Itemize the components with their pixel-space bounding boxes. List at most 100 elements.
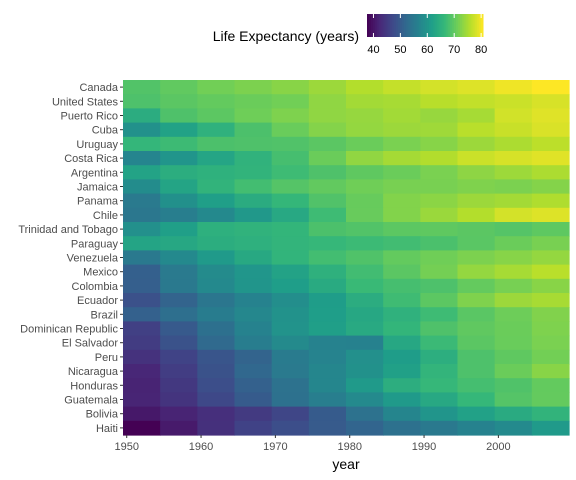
heatmap-cell — [420, 193, 459, 209]
heatmap-cell — [346, 165, 384, 180]
legend-color-step — [390, 14, 393, 37]
heatmap-cell — [160, 349, 198, 365]
heatmap-cell — [234, 136, 273, 152]
heatmap-cell — [383, 420, 421, 436]
heatmap-cell — [160, 406, 198, 422]
heatmap-cell — [457, 392, 496, 408]
y-tick-label: Bolivia — [86, 409, 119, 421]
heatmap-cell — [234, 278, 273, 294]
heatmap-cell — [531, 250, 570, 266]
heatmap-cell — [271, 278, 310, 294]
legend-color-step — [444, 14, 447, 37]
heatmap-cell — [123, 321, 161, 337]
heatmap-cell — [234, 392, 273, 408]
heatmap-cell — [308, 378, 347, 393]
heatmap-cell — [197, 108, 236, 124]
legend-color-step — [413, 14, 416, 37]
heatmap-cell — [197, 378, 236, 393]
heatmap-cell — [457, 406, 496, 422]
heatmap-cell — [123, 378, 161, 393]
heatmap-cell — [457, 278, 496, 294]
legend-color-step — [434, 14, 438, 37]
heatmap-cell — [457, 207, 496, 223]
heatmap-cell — [160, 293, 198, 308]
heatmap-cell — [197, 222, 236, 237]
heatmap-cell — [531, 193, 570, 209]
legend-color-step — [438, 14, 441, 37]
heatmap-cell — [346, 378, 384, 393]
legend-color-step — [396, 14, 399, 37]
heatmap-cell — [531, 165, 570, 180]
heatmap-cell — [308, 193, 347, 209]
legend-color-step — [403, 14, 407, 37]
heatmap-cell — [346, 94, 384, 109]
heatmap-cell — [160, 392, 198, 408]
legend-color-step — [392, 14, 395, 37]
heatmap-cell — [457, 179, 496, 195]
legend-color-step — [382, 14, 385, 37]
legend-color-step — [442, 14, 445, 37]
heatmap-cell — [494, 151, 533, 166]
legend-color-step — [426, 14, 430, 37]
heatmap-cell — [383, 406, 421, 422]
heatmap-cell — [308, 392, 347, 408]
heatmap-cell — [160, 80, 198, 95]
heatmap-cell — [531, 264, 570, 280]
heatmap-cell — [234, 420, 273, 436]
heatmap-cell — [531, 321, 570, 337]
heatmap-cell — [383, 378, 421, 393]
heatmap-cell — [420, 364, 459, 379]
heatmap-cell — [308, 364, 347, 379]
y-tick-label: Paraguay — [71, 238, 119, 250]
legend-color-step — [452, 14, 455, 37]
heatmap-cell — [234, 94, 273, 109]
heatmap-cell — [197, 307, 236, 322]
heatmap-cell — [531, 293, 570, 308]
heatmap-cell — [271, 207, 310, 223]
heatmap-cell — [308, 108, 347, 124]
legend-color-step — [471, 14, 474, 37]
heatmap-cell — [160, 108, 198, 124]
heatmap-cell — [123, 151, 161, 166]
y-tick-label: Argentina — [71, 167, 119, 179]
legend-color-step — [421, 14, 424, 37]
heatmap-cell — [494, 335, 533, 351]
legend-color-step — [440, 14, 443, 37]
heatmap-cell — [383, 179, 421, 195]
x-tick-label: 2000 — [486, 441, 510, 453]
legend-color-step — [481, 14, 484, 37]
heatmap-cell — [531, 207, 570, 223]
heatmap-cell — [123, 250, 161, 266]
heatmap-cell — [271, 349, 310, 365]
heatmap-cell — [420, 278, 459, 294]
heatmap-cell — [160, 193, 198, 209]
heatmap-cell — [346, 349, 384, 365]
legend-color-step — [411, 14, 414, 37]
heatmap-cell — [197, 321, 236, 337]
heatmap-cell — [197, 250, 236, 266]
heatmap-cell — [346, 193, 384, 209]
heatmap-cell — [531, 222, 570, 237]
heatmap-cell — [271, 250, 310, 266]
heatmap-cell — [346, 364, 384, 379]
legend-color-step — [475, 14, 478, 37]
legend-color-step — [405, 14, 409, 37]
heatmap-cell — [531, 378, 570, 393]
heatmap-cell — [197, 364, 236, 379]
heatmap-cell — [346, 80, 384, 95]
legend-color-step — [463, 14, 467, 37]
y-tick-label: Nicaragua — [68, 366, 119, 378]
heatmap-cell — [494, 420, 533, 436]
y-tick-label: United States — [52, 96, 119, 108]
heatmap-cell — [531, 307, 570, 322]
y-tick-label: Mexico — [83, 267, 118, 279]
heatmap-cell — [123, 236, 161, 251]
heatmap-cell — [160, 420, 198, 436]
heatmap-cell — [123, 293, 161, 308]
legend-color-step — [367, 14, 370, 37]
heatmap-cell — [531, 420, 570, 436]
heatmap-cell — [531, 364, 570, 379]
heatmap-cell — [160, 179, 198, 195]
heatmap-cell — [383, 222, 421, 237]
heatmap-cell — [271, 321, 310, 337]
